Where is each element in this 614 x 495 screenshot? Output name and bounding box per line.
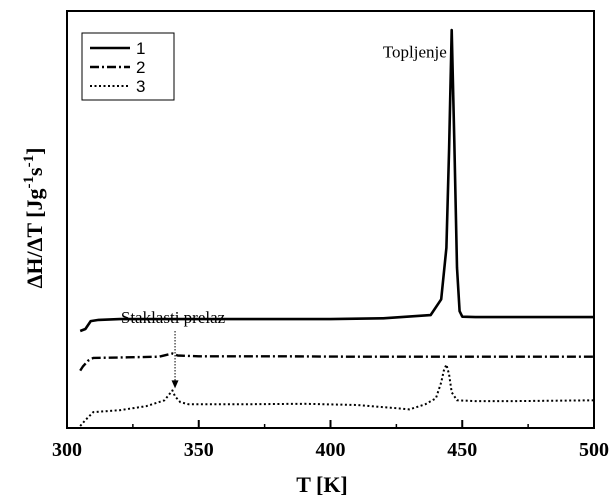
- annotations: Topljenje Staklasti prelaz: [121, 43, 447, 389]
- x-tick-label: 450: [447, 439, 477, 461]
- legend-label-1: 1: [136, 39, 145, 58]
- series-line-3: [79, 363, 595, 427]
- annotation-label-1: Topljenje: [383, 43, 447, 62]
- x-tick-label: 300: [52, 439, 82, 461]
- legend-label-2: 2: [136, 58, 145, 77]
- x-tick-label: 500: [579, 439, 609, 461]
- series-line-1: [79, 28, 594, 333]
- legend-label-3: 3: [136, 77, 145, 96]
- x-axis-title: T [K]: [296, 472, 348, 495]
- y-axis-title: ΔH/ΔT [Jg-1s-1]: [21, 148, 47, 289]
- annotation-label-2: Staklasti prelaz: [121, 308, 226, 327]
- annotation-arrow-head: [171, 380, 179, 389]
- series-layer: [79, 28, 595, 427]
- legend: 1 2 3: [81, 32, 175, 101]
- series-line-2: [79, 352, 594, 372]
- x-tick-label: 350: [184, 439, 214, 461]
- x-tick-label: 400: [316, 439, 346, 461]
- x-axis-ticks: 300 350 400 450 500: [52, 420, 609, 461]
